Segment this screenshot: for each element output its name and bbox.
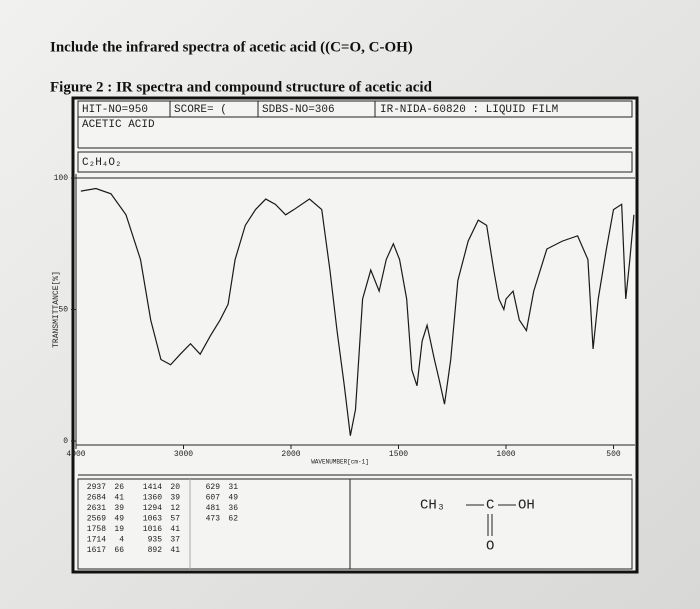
peak-value: 1360	[143, 494, 162, 503]
peak-value: 31	[228, 483, 238, 492]
peak-value: 41	[114, 494, 124, 503]
peak-value: 20	[170, 483, 180, 492]
figure-frame	[71, 96, 639, 574]
peak-value: 4	[119, 536, 124, 545]
y-tick-label: 0	[63, 437, 68, 446]
y-tick-label: 100	[54, 174, 69, 183]
peak-value: 607	[206, 494, 221, 503]
y-tick-label: 50	[58, 306, 68, 315]
peak-value: 1758	[87, 525, 106, 534]
compound-name: ACETIC ACID	[82, 119, 155, 131]
peak-value: 1414	[143, 483, 162, 492]
peak-value: 473	[206, 515, 221, 524]
formula-box	[77, 151, 633, 173]
header-cell	[374, 100, 633, 118]
structure-box	[349, 478, 633, 570]
x-tick-label: 1000	[496, 450, 515, 459]
peak-value: 12	[170, 504, 180, 513]
peak-value: 62	[228, 515, 238, 524]
peak-value: 49	[114, 515, 124, 524]
x-tick-label: 4000	[66, 450, 85, 459]
peak-value: 41	[170, 546, 180, 555]
structure-o: O	[486, 539, 494, 555]
structure-oh: OH	[518, 498, 535, 514]
peak-value: 19	[114, 525, 124, 534]
peak-value: 1063	[143, 515, 162, 524]
peak-value: 26	[114, 483, 124, 492]
peak-value: 892	[148, 546, 163, 555]
peak-value: 36	[228, 504, 238, 513]
structure-c: C	[486, 498, 494, 514]
x-tick-label: 1500	[389, 450, 408, 459]
peak-value: 39	[170, 494, 180, 503]
peak-value: 2631	[87, 504, 106, 513]
peak-value: 41	[170, 525, 180, 534]
peak-value: 481	[206, 504, 221, 513]
peak-value: 49	[228, 494, 238, 503]
peak-value: 1617	[87, 546, 106, 555]
peak-value: 39	[114, 504, 124, 513]
y-axis-label: TRANSMITTANCE[%]	[52, 271, 61, 348]
x-tick-label: 3000	[174, 450, 193, 459]
x-tick-label: 2000	[281, 450, 300, 459]
peak-value: 1016	[143, 525, 162, 534]
peak-value: 2569	[87, 515, 106, 524]
figure-caption: Figure 2 : IR spectra and compound struc…	[50, 79, 433, 95]
structure-ch3: CH₃	[420, 498, 445, 514]
x-axis-label: WAVENUMBER[cm-1]	[311, 459, 369, 466]
heading: Include the infrared spectra of acetic a…	[50, 39, 413, 55]
peak-value: 2937	[87, 483, 106, 492]
hit-no: HIT-NO=950	[82, 104, 148, 116]
score: SCORE= (	[174, 104, 227, 116]
peak-value: 1714	[87, 536, 106, 545]
x-tick-label: 500	[606, 450, 621, 459]
ir-nida: IR-NIDA-60820 : LIQUID FILM	[380, 104, 558, 116]
peak-value: 629	[206, 483, 221, 492]
peak-value: 2684	[87, 494, 106, 503]
sdbs-no: SDBS-NO=306	[262, 104, 335, 116]
formula: C₂H₄O₂	[82, 157, 122, 169]
peak-value: 66	[114, 546, 124, 555]
peak-value: 37	[170, 536, 180, 545]
spectrum-line	[80, 187, 635, 436]
peak-value: 57	[170, 515, 180, 524]
peak-value: 1294	[143, 504, 162, 513]
peak-value: 935	[148, 536, 163, 545]
